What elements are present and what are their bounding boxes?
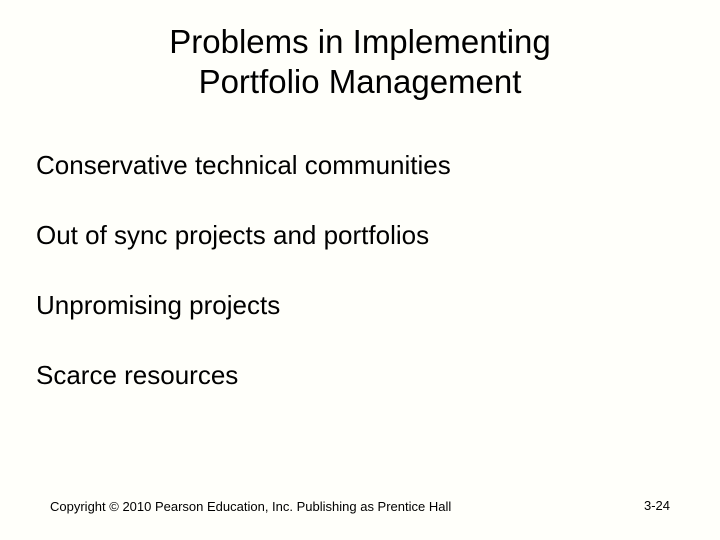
- slide-body: Conservative technical communities Out o…: [0, 111, 720, 391]
- bullet-item: Out of sync projects and portfolios: [36, 221, 684, 251]
- title-line-1: Problems in Implementing: [0, 22, 720, 62]
- slide-footer: Copyright © 2010 Pearson Education, Inc.…: [0, 498, 720, 516]
- copyright-text: Copyright © 2010 Pearson Education, Inc.…: [50, 499, 451, 514]
- title-line-2: Portfolio Management: [0, 62, 720, 102]
- bullet-item: Conservative technical communities: [36, 151, 684, 181]
- page-number: 3-24: [644, 498, 670, 513]
- slide-title: Problems in Implementing Portfolio Manag…: [0, 0, 720, 111]
- bullet-item: Unpromising projects: [36, 291, 684, 321]
- slide: Problems in Implementing Portfolio Manag…: [0, 0, 720, 540]
- bullet-item: Scarce resources: [36, 361, 684, 391]
